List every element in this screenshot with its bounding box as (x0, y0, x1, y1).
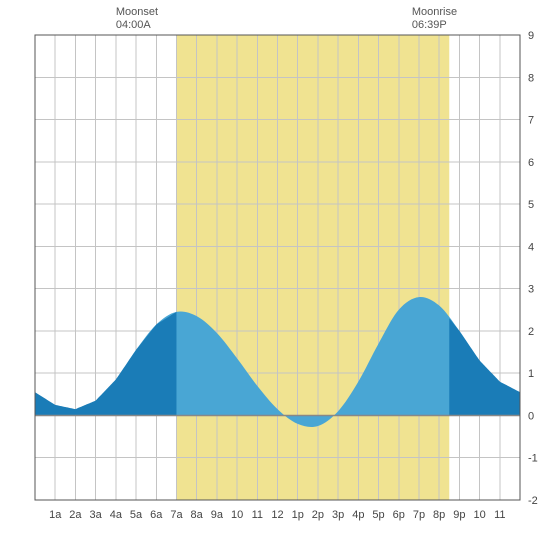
x-tick-label: 5p (372, 509, 384, 521)
moonrise-annotation: Moonrise 06:39P (412, 6, 457, 32)
moonset-time: 04:00A (116, 19, 158, 32)
y-tick-label: -1 (528, 453, 538, 465)
x-axis-labels: 1a 2a 3a 4a 5a 6a 7a 8a 9a 10 11 12 1p 2p 3p 4p 5p 6p 7p 8p… (49, 509, 505, 521)
x-tick-label: 5a (130, 509, 143, 521)
y-tick-label: 6 (528, 157, 534, 169)
x-tick-label: 3a (90, 509, 103, 521)
x-tick-label: 6p (393, 509, 405, 521)
x-tick-label: 10 (231, 509, 243, 521)
y-tick-label: 5 (528, 199, 534, 211)
x-tick-label: 2a (69, 509, 82, 521)
x-tick-label: 2p (312, 509, 324, 521)
x-tick-label: 7p (413, 509, 425, 521)
x-tick-label: 11 (252, 509, 263, 521)
daylight-band (176, 35, 449, 500)
y-tick-label: -2 (528, 495, 538, 507)
tide-chart: Moonset 04:00A Moonrise 06:39P 1a 2a 3a 4a 5… (0, 0, 550, 550)
x-tick-label: 7a (170, 509, 183, 521)
y-tick-label: 8 (528, 72, 534, 84)
moonrise-title: Moonrise (412, 6, 457, 19)
y-tick-label: 1 (528, 368, 534, 380)
chart-svg: 1a2a3a4a5a6a7a8a9a1011121p2p3p4p5p6p7p8p… (0, 0, 550, 550)
x-tick-label: 1p (292, 509, 304, 521)
y-tick-label: 7 (528, 115, 534, 127)
moonset-annotation: Moonset 04:00A (116, 6, 158, 32)
x-tick-label: 4a (110, 509, 123, 521)
x-tick-label: 8a (191, 509, 204, 521)
x-tick-label: 6a (150, 509, 163, 521)
x-tick-label: 4p (352, 509, 364, 521)
y-tick-label: 4 (528, 241, 534, 253)
moonset-title: Moonset (116, 6, 158, 19)
x-tick-label: 1a (49, 509, 62, 521)
y-tick-label: 2 (528, 326, 534, 338)
x-tick-label: 9a (211, 509, 224, 521)
x-tick-label: 8p (433, 509, 445, 521)
y-tick-label: 3 (528, 284, 534, 296)
moonrise-time: 06:39P (412, 19, 457, 32)
x-tick-label: 9p (453, 509, 465, 521)
x-tick-label: 12 (271, 509, 283, 521)
x-tick-label: 3p (332, 509, 344, 521)
x-tick-label: 10 (473, 509, 485, 521)
y-tick-label: 0 (528, 410, 534, 422)
y-tick-label: 9 (528, 30, 534, 42)
y-axis-labels: -2 -1 0 1 2 3 4 5 6 7 8 9 (528, 30, 538, 507)
x-tick-label: 11 (494, 509, 505, 521)
